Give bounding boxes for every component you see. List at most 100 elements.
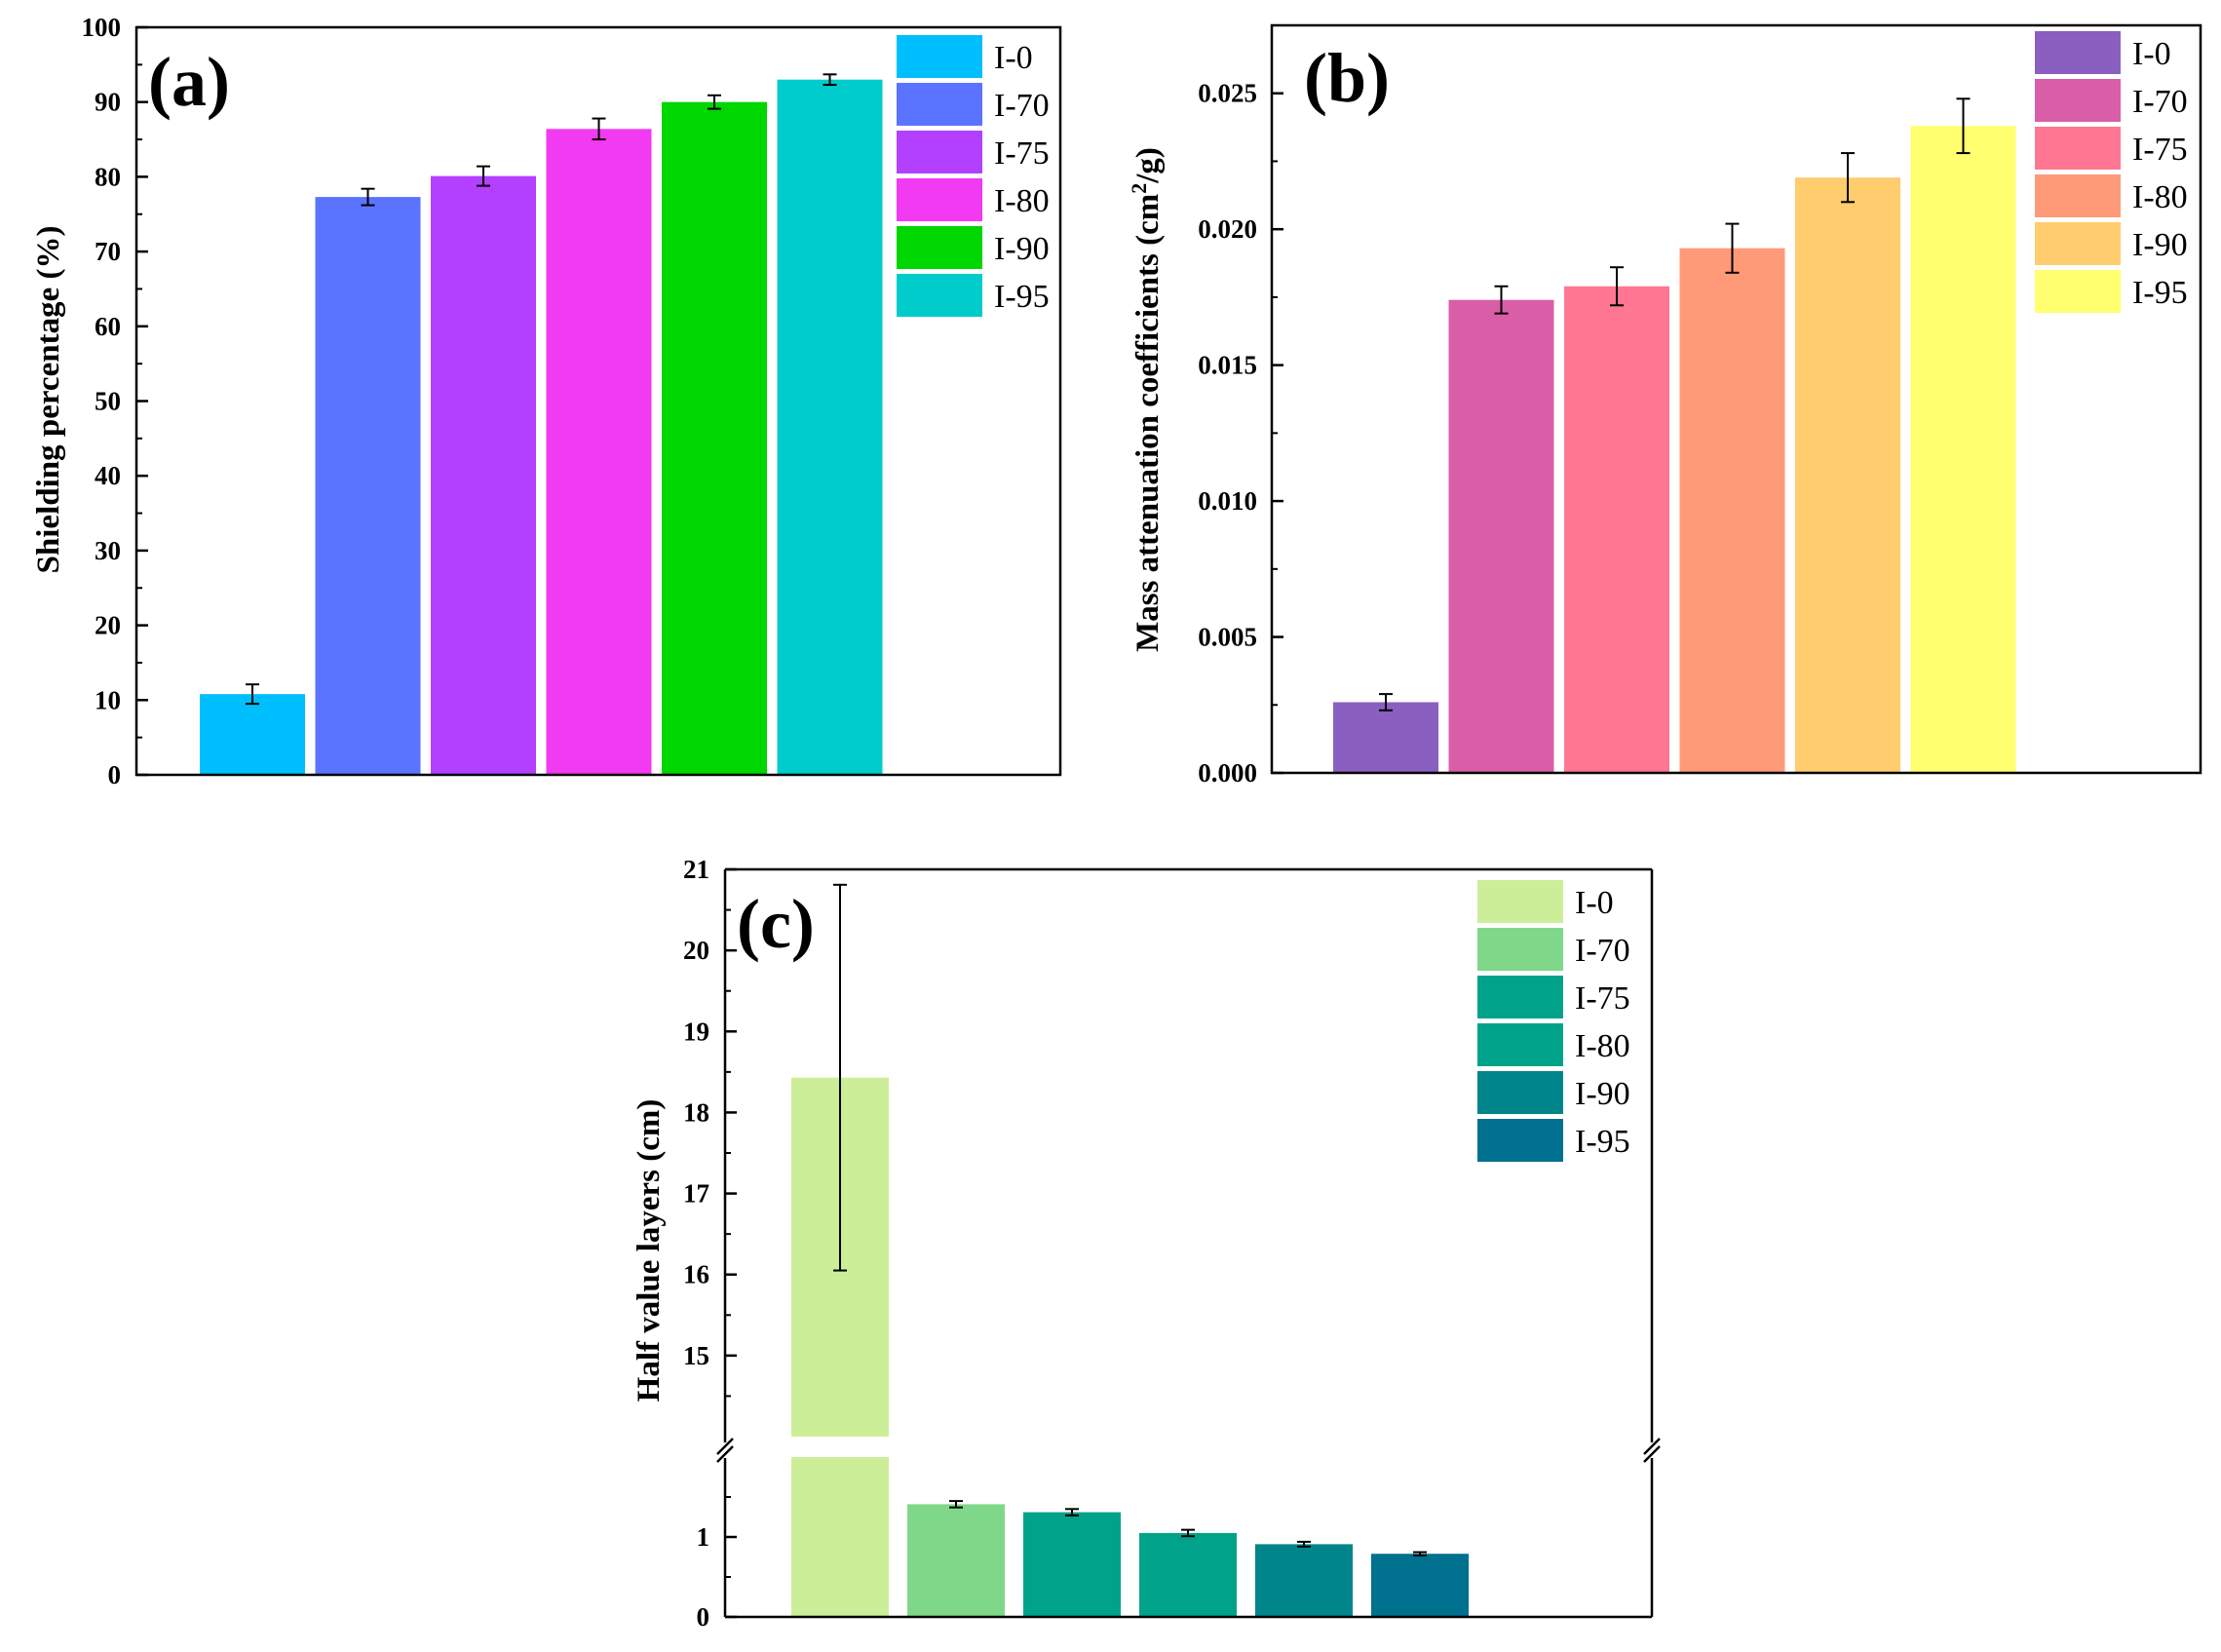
legend-swatch-I-90	[1477, 1071, 1563, 1114]
error-bar-I-70	[361, 187, 375, 207]
y-axis-title-superscript: 2	[1127, 183, 1151, 194]
legend-label-I-90: I-90	[994, 231, 1050, 267]
axis-break-mark-left	[716, 1445, 734, 1463]
panel-label: (c)	[737, 885, 815, 963]
y-tick-label: 17	[683, 1179, 709, 1209]
legend-swatch-I-0	[2035, 31, 2121, 74]
error-bar-I-75	[477, 165, 490, 187]
y-tick-label: 20	[683, 936, 709, 965]
y-axis-title-end: /g)	[1130, 147, 1166, 184]
error-bar-I-80	[592, 117, 606, 141]
chart-a-shielding-percentage: 0 10 20 30 40 50 60 70 80 90 100 Shielding percenta…	[31, 13, 1062, 789]
axis-break-mark-right	[1643, 1438, 1661, 1455]
error-bar-I-95	[1956, 97, 1971, 155]
legend-label-I-95: I-95	[1575, 1124, 1630, 1160]
y-tick-label: 0.010	[1198, 486, 1257, 516]
y-tick-label: 70	[95, 237, 121, 266]
y-tick-label: 15	[683, 1341, 709, 1370]
legend-swatch-I-70	[897, 83, 982, 126]
error-bar-I-75	[1065, 1508, 1079, 1517]
bar-I-80	[546, 129, 652, 775]
y-tick-label: 19	[683, 1017, 709, 1046]
error-bar-I-90	[1841, 152, 1855, 204]
y-axis-title: Mass attenuation coefficients (cm2/g)	[1127, 147, 1166, 652]
bar-I-75	[1564, 286, 1669, 773]
y-tick-label: 90	[95, 88, 121, 117]
legend-swatch-I-75	[897, 131, 982, 173]
plot-frame	[723, 867, 1654, 1619]
bar-I-0	[1333, 702, 1438, 773]
error-bar-I-75	[1610, 266, 1624, 307]
y-axis-title-main: Mass attenuation coefficients (cm	[1130, 194, 1166, 652]
bar-I-75	[1023, 1512, 1121, 1617]
y-tick-label: 50	[95, 387, 121, 416]
legend-label-I-95: I-95	[2132, 275, 2188, 311]
legend-swatch-I-80	[2035, 174, 2121, 217]
bar-I-70	[1448, 299, 1554, 773]
bar-I-70	[907, 1504, 1005, 1617]
legend-label-I-0: I-0	[2132, 36, 2171, 72]
legend-label-I-90: I-90	[2132, 227, 2188, 263]
bar-I-95	[777, 79, 883, 775]
legend-label-I-70: I-70	[994, 88, 1050, 124]
legend-label-I-70: I-70	[1575, 933, 1630, 969]
legend-label-I-80: I-80	[1575, 1028, 1630, 1064]
axis-break-mark-left	[716, 1438, 734, 1455]
y-tick-label: 16	[683, 1260, 709, 1289]
legend-swatch-I-0	[897, 35, 982, 78]
chart-b-mass-attenuation: 0.000 0.005 0.010 0.015 0.020 0.025 Mass atten…	[1127, 23, 2202, 788]
y-tick-label: 18	[683, 1097, 709, 1127]
legend-swatch-I-95	[897, 274, 982, 317]
error-bar-I-80	[1181, 1528, 1195, 1538]
bar-I-90	[662, 101, 767, 775]
error-bar-I-95	[1413, 1551, 1427, 1556]
y-axis-title: Half value layers (cm)	[632, 1099, 667, 1402]
legend-label-I-75: I-75	[1575, 980, 1630, 1017]
error-bar-I-90	[1297, 1540, 1311, 1548]
y-tick-label: 21	[683, 855, 709, 884]
error-bar-I-0	[246, 683, 259, 706]
y-tick-label: 0.005	[1198, 623, 1257, 652]
legend-label-I-80: I-80	[2132, 179, 2188, 215]
y-tick-label: 0.020	[1198, 214, 1257, 244]
bar-I-0-lower	[791, 1457, 889, 1617]
legend-swatch-I-90	[2035, 222, 2121, 265]
bar-I-95	[1910, 126, 2016, 774]
legend-label-I-95: I-95	[994, 279, 1050, 315]
bar-I-70	[315, 197, 421, 775]
axis-break-mark-right	[1643, 1445, 1661, 1463]
legend-swatch-I-70	[2035, 79, 2121, 122]
y-tick-label: 0	[108, 760, 122, 789]
y-tick-label: 80	[95, 162, 121, 191]
legend-label-I-70: I-70	[2132, 84, 2188, 120]
chart-c-half-value-layers: 15 16 17 18 19 20 21 0 1 Half value layers (cm) (c…	[632, 855, 1661, 1632]
error-bar-I-80	[1725, 222, 1740, 274]
y-tick-label: 1	[697, 1522, 710, 1552]
bar-I-0	[200, 694, 305, 775]
legend-label-I-80: I-80	[994, 183, 1050, 219]
y-tick-label: 20	[95, 611, 121, 640]
panel-label: (b)	[1304, 39, 1390, 117]
legend-label-I-90: I-90	[1575, 1076, 1630, 1112]
error-bar-I-90	[708, 94, 721, 110]
legend-label-I-0: I-0	[994, 40, 1033, 76]
legend-swatch-I-80	[897, 178, 982, 221]
panel-label: (a)	[148, 43, 230, 121]
error-bar-I-70	[949, 1500, 963, 1509]
y-tick-label: 0.000	[1198, 758, 1257, 788]
error-bar-I-0	[1379, 693, 1393, 711]
bar-I-80	[1139, 1532, 1237, 1617]
y-tick-label: 10	[95, 685, 121, 714]
error-bar-I-0	[833, 883, 847, 1272]
error-bar-I-95	[823, 73, 837, 87]
error-bar-I-70	[1494, 285, 1509, 315]
legend-label-I-75: I-75	[994, 135, 1050, 172]
legend-swatch-I-95	[2035, 270, 2121, 313]
bar-I-90	[1795, 177, 1900, 773]
bar-I-95	[1371, 1554, 1469, 1617]
y-tick-label: 100	[82, 13, 122, 42]
y-tick-label: 0	[697, 1602, 710, 1632]
y-tick-label: 30	[95, 536, 121, 565]
bar-I-90	[1255, 1544, 1353, 1617]
